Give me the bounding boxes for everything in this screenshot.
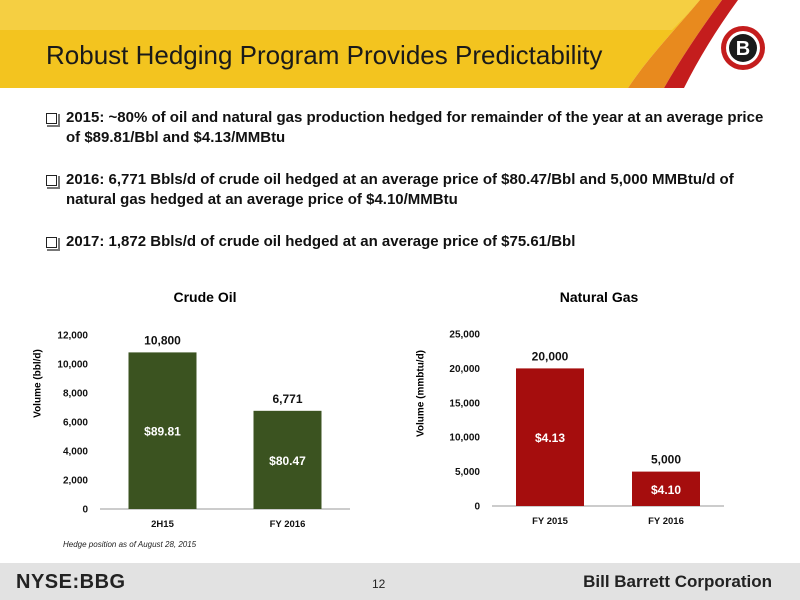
y-tick-label: 10,000: [57, 360, 88, 371]
header-banner: [0, 0, 800, 88]
y-tick-label: 0: [474, 502, 480, 513]
y-tick-label: 12,000: [57, 331, 88, 342]
bar-price-label: $80.47: [269, 454, 306, 468]
bar-value-label: 6,771: [272, 392, 302, 406]
company-name: Bill Barrett Corporation: [583, 572, 772, 591]
bar-price-label: $89.81: [144, 425, 181, 439]
header-swoosh: [0, 0, 738, 88]
checkbox-bullet-icon: [46, 113, 60, 127]
y-tick-label: 20,000: [449, 364, 480, 375]
y-tick-label: 10,000: [449, 433, 480, 444]
bar-2: [632, 471, 700, 506]
bar-1: [128, 352, 197, 509]
x-tick-label: FY 2015: [532, 516, 568, 527]
checkbox-bullet-icon: [46, 237, 60, 251]
x-tick-label: 2H15: [151, 519, 174, 530]
stock-ticker: NYSE:BBG: [16, 571, 126, 593]
natural-gas-chart: 0 5,000 10,000 15,000 20,000 25,000 20,000 $4.1…: [449, 330, 724, 527]
y-tick-label: 0: [82, 505, 88, 516]
y-tick-label: 6,000: [63, 418, 88, 429]
bar-value-label: 10,800: [144, 333, 181, 347]
hedge-footnote: Hedge position as of August 28, 2015: [63, 540, 197, 549]
y-tick-label: 2,000: [63, 476, 88, 487]
bullet-text: 2016: 6,771 Bbls/d of crude oil hedged a…: [66, 171, 734, 208]
bullet-list: 2015: ~80% of oil and natural gas produc…: [46, 108, 776, 274]
crude-oil-chart-title: Crude Oil: [173, 289, 237, 305]
page-title: Robust Hedging Program Provides Predicta…: [46, 40, 603, 70]
y-tick-label: 8,000: [63, 389, 88, 400]
footer-bar: NYSE:BBG 12 Bill Barrett Corporation: [0, 563, 800, 600]
bar-price-label: $4.13: [535, 431, 565, 445]
bullet-text: 2017: 1,872 Bbls/d of crude oil hedged a…: [66, 233, 576, 250]
y-tick-label: 5,000: [455, 467, 480, 478]
crude-oil-chart: 0 2,000 4,000 6,000 8,000 10,000 12,000 10,800 $…: [57, 331, 350, 530]
logo-letter: B: [736, 38, 750, 60]
y-tick-label: 25,000: [449, 330, 480, 341]
natural-gas-chart-title: Natural Gas: [559, 289, 639, 305]
x-tick-label: FY 2016: [648, 516, 684, 527]
bar-price-label: $4.10: [651, 483, 681, 497]
bar-value-label: 20,000: [532, 349, 569, 363]
bullet-item-2016: 2016: 6,771 Bbls/d of crude oil hedged a…: [46, 170, 776, 210]
bar-value-label: 5,000: [651, 453, 681, 467]
x-tick-label: FY 2016: [270, 519, 306, 530]
checkbox-bullet-icon: [46, 175, 60, 189]
y-tick-label: 4,000: [63, 447, 88, 458]
page-number: 12: [372, 577, 386, 591]
bullet-item-2015: 2015: ~80% of oil and natural gas produc…: [46, 108, 776, 148]
y-tick-label: 15,000: [449, 398, 480, 409]
bar-2: [253, 410, 322, 509]
bar-1: [516, 368, 584, 506]
bullet-text: 2015: ~80% of oil and natural gas produc…: [66, 109, 764, 146]
company-logo: B: [721, 26, 765, 70]
bullet-item-2017: 2017: 1,872 Bbls/d of crude oil hedged a…: [46, 232, 776, 252]
